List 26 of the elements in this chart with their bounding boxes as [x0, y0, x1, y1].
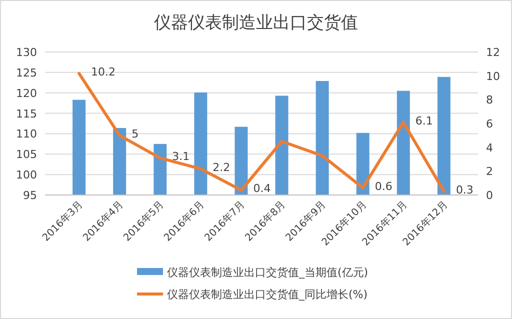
legend-label: 仪器仪表制造业出口交货值_同比增长(%): [167, 288, 368, 301]
y-tick-label: 120: [16, 86, 37, 100]
y2-tick-label: 4: [486, 141, 493, 154]
y-tick-label: 125: [16, 66, 37, 80]
y2-tick-label: 8: [486, 94, 493, 107]
y-tick-label: 105: [16, 148, 37, 162]
y-tick-label: 95: [23, 189, 37, 202]
data-label: 3.1: [172, 150, 190, 164]
y-tick-label: 130: [16, 46, 37, 59]
data-label: 0.4: [253, 182, 271, 196]
y2-tick-label: 2: [486, 165, 493, 178]
data-label: 0.3: [456, 183, 474, 196]
data-label: 6.1: [415, 114, 433, 128]
data-label: 5: [132, 127, 139, 140]
data-label: 10.2: [91, 65, 116, 78]
data-label: 0.6: [374, 180, 392, 193]
y-tick-label: 100: [16, 168, 37, 182]
chart-title: 仪器仪表制造业出口交货值: [154, 13, 358, 33]
y2-tick-label: 10: [486, 70, 500, 83]
y-tick-label: 115: [16, 107, 37, 120]
y-tick-label: 110: [16, 128, 37, 141]
legend-label: 仪器仪表制造业出口交货值_当期值(亿元): [167, 266, 368, 279]
y2-tick-label: 6: [486, 118, 493, 130]
y2-tick-label: 0: [486, 189, 493, 202]
data-label: 2.2: [212, 160, 230, 174]
y2-tick-label: 12: [486, 46, 500, 59]
